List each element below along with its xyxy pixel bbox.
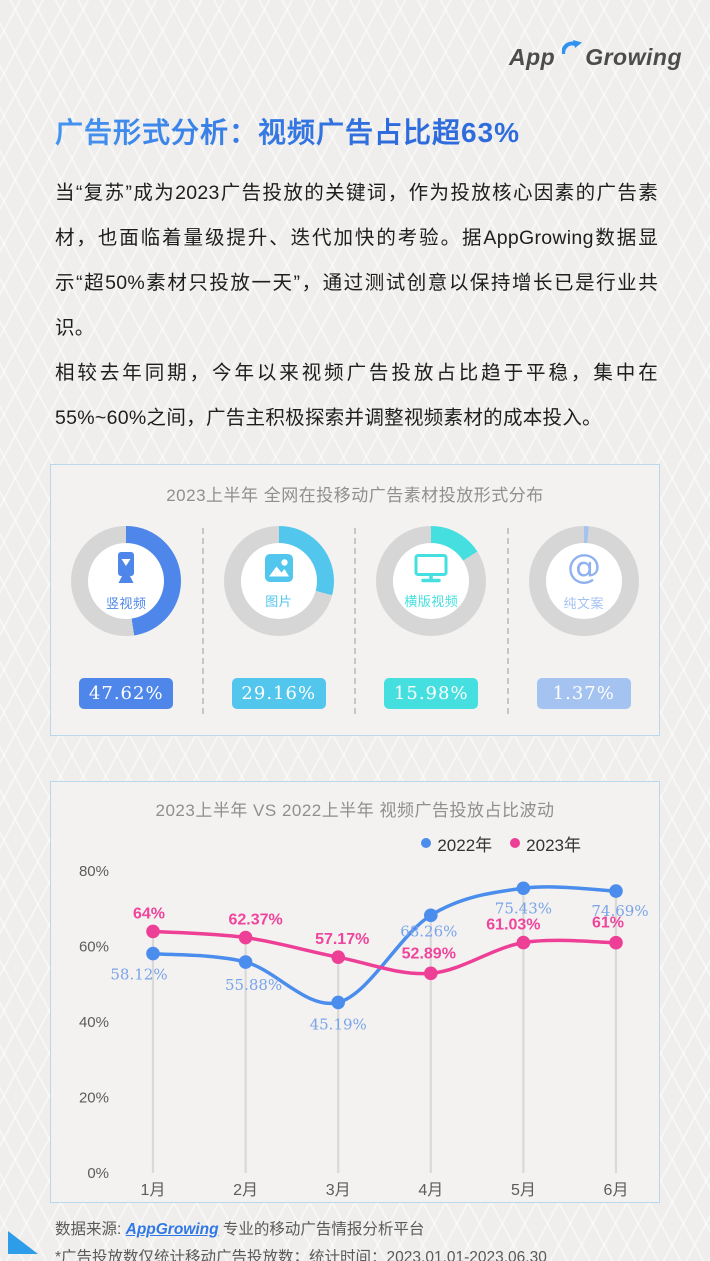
trend-chart-card: 2023上半年 VS 2022上半年 视频广告投放占比波动 2022年 2023… bbox=[50, 781, 660, 1203]
svg-text:5月: 5月 bbox=[511, 1182, 536, 1199]
donut-chart-horizontal-video: 横版视频 bbox=[376, 526, 487, 636]
svg-text:64%: 64% bbox=[133, 905, 165, 922]
legend-item-2023: 2023年 bbox=[510, 831, 581, 856]
donut-col-text-only: @ 纯文案 1.37% bbox=[509, 526, 660, 709]
svg-text:45.19%: 45.19% bbox=[310, 1015, 367, 1033]
svg-text:20%: 20% bbox=[79, 1090, 109, 1107]
intro-text: 当“复苏”成为2023广告投放的关键词，作为投放核心因素的广告素材，也面临着量级… bbox=[55, 171, 658, 441]
donut-label: 横版视频 bbox=[404, 594, 459, 609]
chart-legend: 2022年 2023年 bbox=[51, 831, 659, 856]
page-title: 广告形式分析：视频广告占比超63% bbox=[55, 111, 520, 151]
logo-text-growing: Growing bbox=[585, 44, 682, 70]
donut-center: @ 纯文案 bbox=[545, 543, 622, 619]
svg-text:40%: 40% bbox=[79, 1014, 109, 1031]
svg-text:@: @ bbox=[567, 550, 601, 586]
svg-text:6月: 6月 bbox=[604, 1182, 629, 1199]
svg-text:68.26%: 68.26% bbox=[400, 922, 457, 940]
intro-paragraph-2: 相较去年同期，今年以来视频广告投放占比趋于平稳，集中在55%~60%之间，广告主… bbox=[55, 362, 658, 429]
donut-label: 纯文案 bbox=[563, 596, 604, 611]
source-prefix: 数据来源: bbox=[55, 1221, 126, 1238]
dashed-divider bbox=[201, 528, 204, 714]
footer-note: *广告投放数仅统计移动广告投放数；统计时间：2023.01.01-2023.06… bbox=[55, 1249, 547, 1261]
donut-chart-text-only: @ 纯文案 bbox=[528, 526, 639, 636]
svg-text:52.89%: 52.89% bbox=[402, 945, 456, 962]
svg-text:2月: 2月 bbox=[233, 1182, 258, 1199]
line-chart: 0% 20% 40% 60% 80% 1月 2月 3月 4月 5月 6月 58.12% 55.88% 45… bbox=[79, 863, 649, 1199]
dashed-divider bbox=[506, 528, 509, 714]
vertical-video-icon bbox=[111, 550, 141, 591]
svg-text:4月: 4月 bbox=[418, 1182, 443, 1199]
stat-badge-image: 29.16% bbox=[231, 678, 326, 709]
appgrowing-logo: App Growing bbox=[509, 34, 682, 71]
donut-center: 图片 bbox=[240, 543, 317, 619]
donut-label: 竖视频 bbox=[105, 596, 147, 611]
corner-triangle-decoration bbox=[8, 1231, 38, 1254]
donut-label: 图片 bbox=[265, 594, 293, 609]
at-icon: @ bbox=[565, 547, 603, 591]
svg-text:58.12%: 58.12% bbox=[110, 966, 167, 984]
dashed-divider bbox=[354, 528, 356, 714]
svg-text:3月: 3月 bbox=[326, 1182, 351, 1199]
stat-badge-vertical-video: 47.62% bbox=[79, 678, 174, 709]
header: App Growing bbox=[0, 0, 710, 71]
donut-chart-image: 图片 bbox=[223, 526, 334, 636]
legend-dot-2022 bbox=[421, 838, 432, 848]
footer: 数据来源: AppGrowing 专业的移动广告情报分析平台 *广告投放数仅统计… bbox=[55, 1216, 710, 1261]
svg-text:61%: 61% bbox=[592, 915, 624, 932]
source-suffix: 专业的移动广告情报分析平台 bbox=[218, 1221, 425, 1238]
logo-text-app: App bbox=[509, 44, 556, 70]
monitor-icon bbox=[413, 552, 449, 589]
growth-arrow-icon bbox=[561, 34, 583, 61]
donut-col-vertical-video: 竖视频 47.62% bbox=[51, 526, 202, 709]
donut-chart-vertical-video: 竖视频 bbox=[71, 526, 182, 636]
svg-text:80%: 80% bbox=[79, 863, 109, 880]
stat-badge-horizontal-video: 15.98% bbox=[384, 678, 479, 709]
donut-center: 竖视频 bbox=[88, 543, 165, 619]
svg-text:0%: 0% bbox=[87, 1165, 109, 1182]
legend-item-2022: 2022年 bbox=[421, 831, 492, 856]
svg-text:74.69%: 74.69% bbox=[591, 902, 648, 920]
intro-paragraph-1: 当“复苏”成为2023广告投放的关键词，作为投放核心因素的广告素材，也面临着量级… bbox=[55, 182, 658, 339]
data-source-line: 数据来源: AppGrowing 专业的移动广告情报分析平台 bbox=[55, 1216, 710, 1244]
stat-badge-text-only: 1.37% bbox=[536, 678, 631, 709]
svg-text:57.17%: 57.17% bbox=[315, 931, 369, 948]
svg-text:60%: 60% bbox=[79, 939, 109, 956]
svg-text:1月: 1月 bbox=[141, 1182, 166, 1199]
donut-col-horizontal-video: 横版视频 15.98% bbox=[356, 526, 507, 709]
line-chart-title: 2023上半年 VS 2022上半年 视频广告投放占比波动 bbox=[155, 801, 555, 820]
appgrowing-link[interactable]: AppGrowing bbox=[125, 1221, 219, 1238]
legend-dot-2023 bbox=[510, 838, 521, 848]
svg-text:75.43%: 75.43% bbox=[495, 899, 552, 917]
format-distribution-card: 2023上半年 全网在投移动广告素材投放形式分布 竖视频 bbox=[50, 464, 660, 736]
donut-card-title: 2023上半年 全网在投移动广告素材投放形式分布 bbox=[166, 486, 544, 505]
image-icon bbox=[263, 552, 295, 589]
svg-text:62.37%: 62.37% bbox=[228, 912, 282, 929]
legend-label-2023: 2023年 bbox=[526, 835, 581, 855]
donut-row: 竖视频 47.62% bbox=[51, 526, 659, 714]
donut-center: 横版视频 bbox=[393, 543, 470, 619]
svg-text:61.03%: 61.03% bbox=[486, 917, 540, 934]
donut-col-image: 图片 29.16% bbox=[204, 526, 355, 709]
legend-label-2022: 2022年 bbox=[437, 835, 493, 855]
svg-text:55.88%: 55.88% bbox=[225, 976, 282, 994]
